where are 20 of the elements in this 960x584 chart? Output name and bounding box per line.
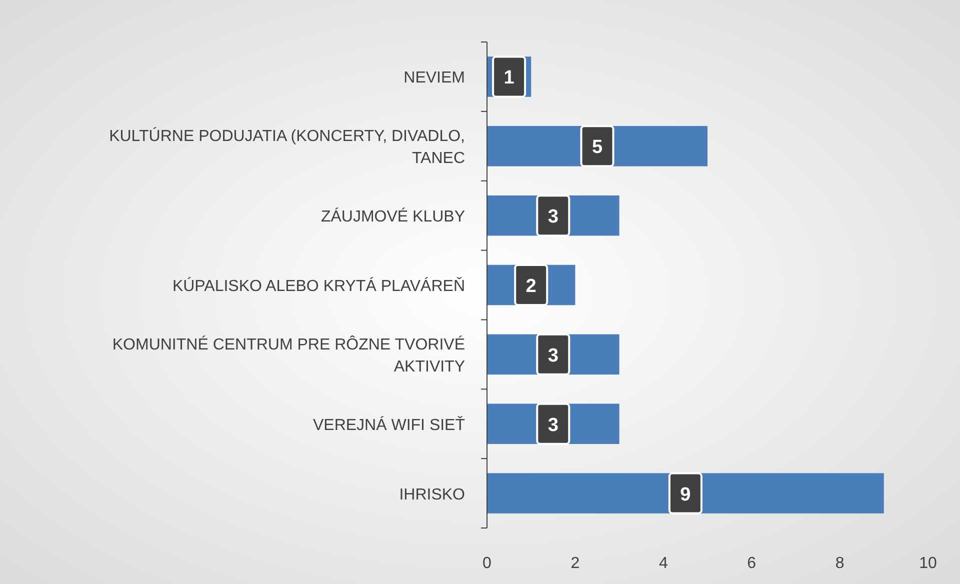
data-label: 5 — [592, 137, 603, 158]
y-tick-label: KULTÚRNE PODUJATIA (KONCERTY, DIVADLO, TANEC — [109, 127, 465, 168]
y-tick-label: NEVIEM — [404, 70, 465, 87]
y-tick-label: KÚPALISKO ALEBO KRYTÁ PLAVÁREŇ — [172, 277, 465, 295]
x-tick-label: 0 — [482, 555, 492, 572]
data-label: 1 — [504, 68, 515, 89]
x-tick-label: 10 — [919, 555, 937, 572]
x-tick-label: 6 — [747, 555, 756, 572]
data-label: 9 — [680, 484, 691, 506]
data-label: 3 — [548, 414, 558, 436]
data-label: 3 — [548, 206, 558, 228]
y-tick-label: IHRISKO — [399, 486, 465, 504]
x-tick-label: 8 — [835, 555, 844, 572]
data-label: 3 — [548, 345, 558, 366]
x-tick-label: 4 — [658, 555, 668, 572]
y-tick-label: ZÁUJMOVÉ KLUBY — [320, 208, 466, 226]
y-tick-label: KOMUNITNÉ CENTRUM PRE RÔZNE TVORIVÉ AKTIVITY — [112, 335, 466, 376]
y-tick-label: VEREJNÁ WIFI SIEŤ — [312, 416, 466, 434]
x-tick-label: 2 — [570, 555, 580, 572]
data-label: 2 — [526, 276, 536, 297]
